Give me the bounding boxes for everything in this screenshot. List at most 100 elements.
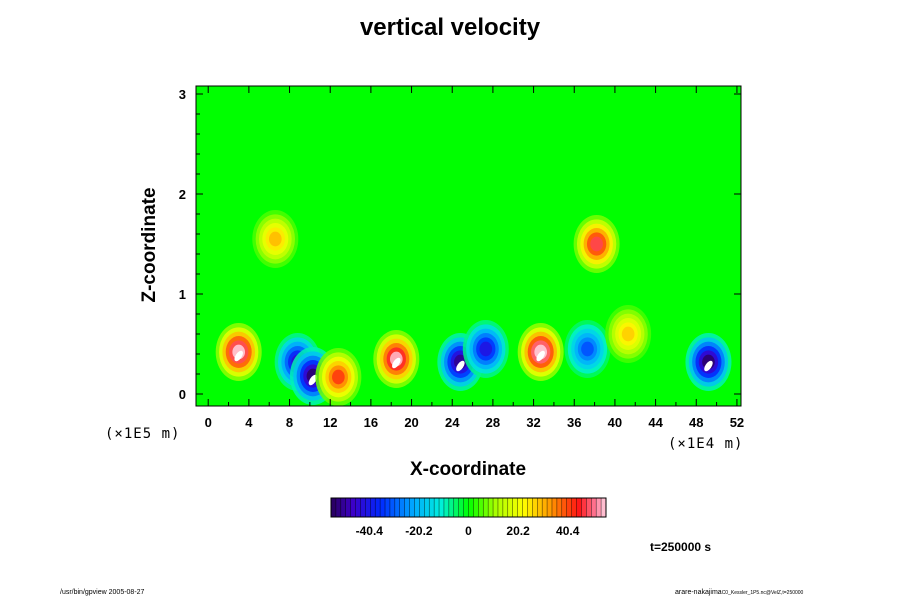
colorbar-bin (468, 498, 474, 517)
colorbar-bin (527, 498, 533, 517)
colorbar: -40.4 -20.2 0 20.2 40.4 (330, 497, 607, 538)
colorbar-bin (404, 498, 410, 517)
x-tick-label: 20 (404, 415, 418, 430)
y-tick-label: 1 (179, 287, 186, 302)
footer-source: arare-nakajimaC0_Kessler_1P5.nc@VelZ,t=2… (675, 589, 803, 596)
colorbar-bin (551, 498, 558, 517)
colorbar-bin (478, 498, 484, 517)
y-axis-label: Z-coordinate (139, 187, 160, 303)
footer-program: /usr/bin/gpview 2005-08-27 (60, 589, 145, 596)
colorbar-bin (483, 498, 489, 517)
colorbar-tick-label: -20.2 (405, 524, 433, 538)
colorbar-bin (497, 498, 504, 517)
x-tick-label: 52 (730, 415, 744, 430)
x-axis: 0 4 8 12 16 20 24 28 32 36 40 44 48 52 (205, 86, 744, 430)
y-axis: 0 1 2 3 (179, 87, 741, 402)
y-tick-label: 0 (179, 387, 186, 402)
x-tick-label: 32 (526, 415, 540, 430)
colorbar-bin (375, 498, 381, 517)
colorbar-bin (409, 498, 415, 517)
colorbar-bin (355, 498, 361, 517)
colorbar-bin (419, 498, 425, 517)
colorbar-bin (561, 498, 568, 517)
updraft-cell (590, 236, 603, 252)
colorbar-tick-label: 20.2 (506, 524, 530, 538)
x-tick-label: 4 (245, 415, 253, 430)
colorbar-bin (448, 498, 455, 517)
colorbar-bin (576, 498, 582, 517)
colorbar-bin (443, 498, 450, 517)
downdraft-cell (581, 341, 594, 357)
y-tick-label: 2 (179, 187, 186, 202)
colorbar-bin (596, 498, 602, 517)
colorbar-bin (458, 498, 464, 517)
colorbar-bin (532, 498, 538, 517)
colorbar-bin (429, 498, 435, 517)
colorbar-tick-label: 0 (465, 524, 472, 538)
x-tick-label: 24 (445, 415, 460, 430)
colorbar-bin (488, 498, 494, 517)
updraft-cell (332, 369, 345, 385)
cell-core (456, 360, 465, 372)
x-tick-label: 40 (608, 415, 622, 430)
x-axis-label: X-coordinate (409, 459, 527, 480)
x-scale-note: (×1E4 m) (668, 436, 744, 452)
colorbar-bin (380, 498, 386, 517)
colorbar-bin (507, 498, 514, 517)
colorbar-bin (517, 498, 523, 517)
x-tick-label: 0 (205, 415, 212, 430)
x-tick-label: 48 (689, 415, 703, 430)
colorbar-bin (370, 498, 376, 517)
colorbar-bin (463, 498, 469, 517)
downdraft-cell (479, 341, 493, 357)
chart-title: vertical velocity (359, 14, 541, 41)
colorbar-bin (566, 498, 573, 517)
colorbar-bin (571, 498, 577, 517)
colorbar-bin (522, 498, 528, 517)
y-tick-label: 3 (179, 87, 186, 102)
colorbar-bin (350, 498, 356, 517)
colorbar-bin (453, 498, 460, 517)
cell-core (392, 357, 401, 369)
colorbar-tick-label: 40.4 (556, 524, 580, 538)
colorbar-bin (385, 498, 391, 517)
plot-frame (195, 85, 742, 407)
colorbar-bin (365, 498, 371, 517)
colorbar-bin (542, 498, 548, 517)
y-scale-note: (×1E5 m) (105, 426, 181, 442)
colorbar-bin (473, 498, 479, 517)
colorbar-frame (330, 497, 607, 518)
cell-core (234, 350, 243, 362)
cell-core (704, 360, 713, 372)
colorbar-bin (414, 498, 420, 517)
colorbar-bin (345, 498, 352, 517)
colorbar-bin (439, 498, 445, 517)
x-tick-label: 16 (364, 415, 378, 430)
colorbar-bin (512, 498, 519, 517)
colorbar-bin (335, 498, 342, 517)
x-tick-label: 12 (323, 415, 337, 430)
x-tick-label: 44 (648, 415, 663, 430)
colorbar-bin (434, 498, 440, 517)
colorbar-bin (547, 498, 553, 517)
colorbar-bin (601, 498, 607, 517)
cell-core (308, 374, 318, 386)
updraft-cell (621, 326, 635, 342)
x-tick-label: 28 (486, 415, 500, 430)
colorbar-bin (424, 498, 430, 517)
colorbar-bin (389, 498, 396, 517)
updraft-cell (268, 231, 282, 247)
footer-author: arare-nakajima (675, 589, 722, 596)
colorbar-tick-label: -40.4 (356, 524, 384, 538)
heatmap-field (196, 86, 741, 406)
x-tick-label: 8 (286, 415, 293, 430)
colorbar-bin (399, 498, 406, 517)
colorbar-bin (394, 498, 401, 517)
colorbar-bin (586, 498, 592, 517)
x-tick-label: 36 (567, 415, 581, 430)
colorbar-bin (537, 498, 543, 517)
colorbar-bin (502, 498, 509, 517)
colorbar-bin (581, 498, 587, 517)
time-label: t=250000 s (650, 540, 712, 554)
